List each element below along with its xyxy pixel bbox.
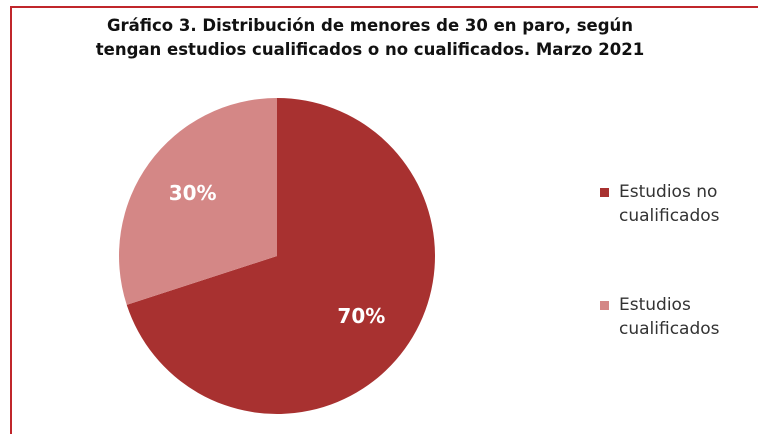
legend-swatch	[600, 188, 609, 197]
legend-label: Estudios no cualificados	[619, 182, 720, 226]
chart-title: Gráfico 3. Distribución de menores de 30…	[95, 16, 645, 59]
pie-slice	[118, 98, 277, 305]
chart-frame	[10, 6, 758, 434]
legend-item: Estudios no cualificados	[600, 180, 730, 228]
pie-slice	[126, 98, 436, 414]
slice-label: 70%	[337, 304, 385, 328]
legend-label: Estudios cualificados	[619, 295, 720, 339]
legend-item: Estudios cualificados	[600, 293, 730, 341]
legend-swatch	[600, 301, 609, 310]
slice-label: 30%	[169, 181, 217, 205]
